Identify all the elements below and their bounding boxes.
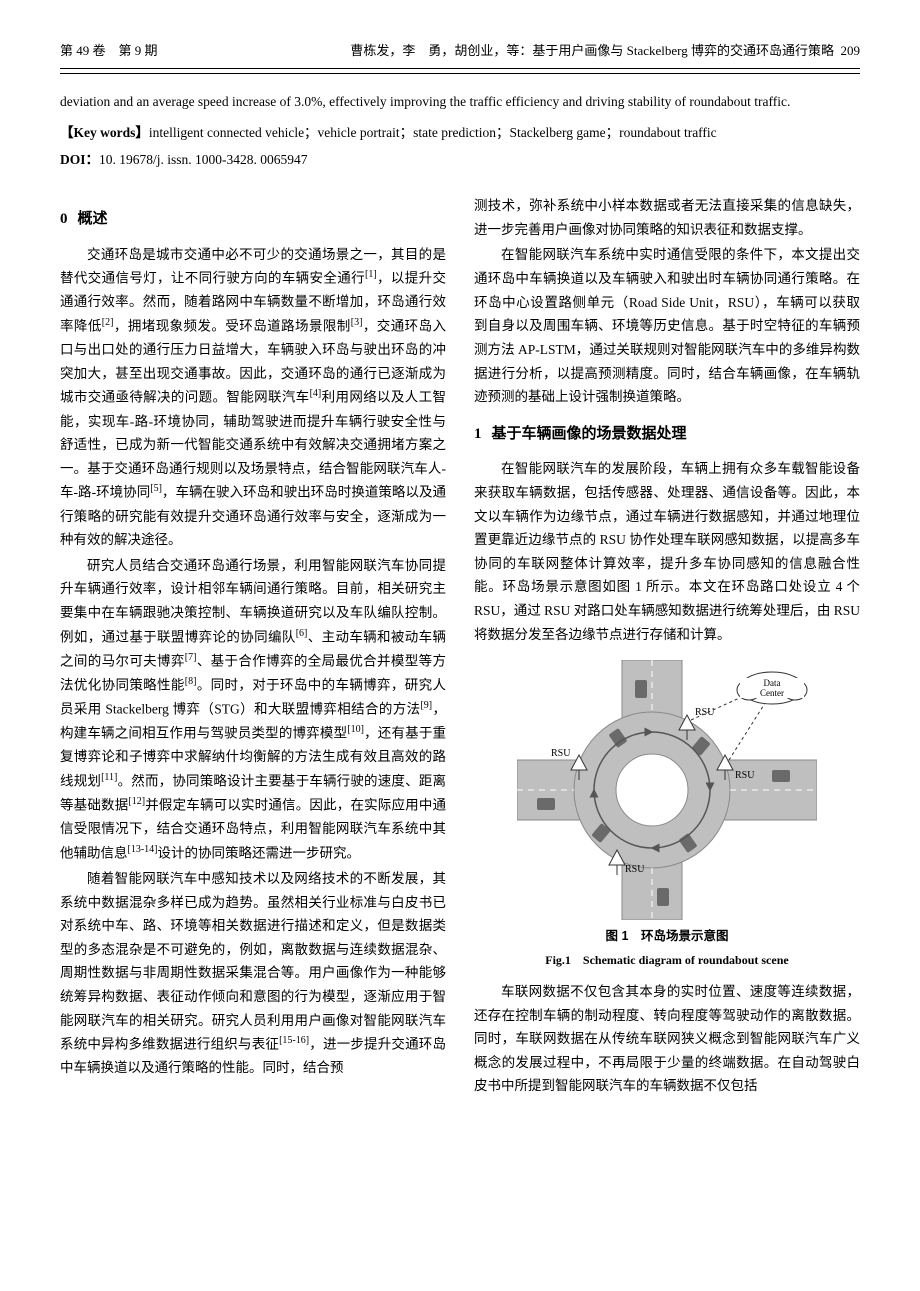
header-divider	[60, 73, 860, 74]
paragraph-1: 交通环岛是城市交通中必不可少的交通场景之一，其目的是替代交通信号灯，让不同行驶方…	[60, 243, 446, 552]
rsu-label-3: RSU	[625, 864, 645, 875]
page-header: 第 49 卷 第 9 期 曹栋发，李 勇，胡创业，等：基于用户画像与 Stack…	[60, 40, 860, 69]
paragraph-2: 研究人员结合交通环岛通行场景，利用智能网联汽车协同提升车辆通行效率，设计相邻车辆…	[60, 554, 446, 865]
paragraph-6: 在智能网联汽车的发展阶段，车辆上拥有众多车载智能设备来获取车辆数据，包括传感器、…	[474, 457, 860, 646]
data-center-cloud: Data Center	[737, 672, 807, 704]
figure-1: RSU RSU RSU RSU Data Center 图 1 环岛场景示意图	[474, 660, 860, 970]
rsu-label-4: RSU	[551, 748, 571, 759]
section-1-text: 基于车辆画像的场景数据处理	[492, 425, 687, 442]
doi-label: DOI：	[60, 152, 99, 167]
roundabout-diagram: RSU RSU RSU RSU Data Center	[517, 660, 817, 920]
paragraph-3: 随着智能网联汽车中感知技术以及网络技术的不断发展，其系统中数据混杂多样已成为趋势…	[60, 867, 446, 1080]
section-1-title: 1 基于车辆画像的场景数据处理	[474, 421, 860, 448]
paragraph-5: 在智能网联汽车系统中实时通信受限的条件下，本文提出交通环岛中车辆换道以及车辆驶入…	[474, 243, 860, 408]
svg-text:Center: Center	[760, 688, 784, 698]
section-0-num: 0	[60, 211, 68, 227]
doi-line: DOI：10. 19678/j. issn. 1000-3428. 006594…	[60, 149, 860, 172]
header-left: 第 49 卷 第 9 期	[60, 40, 158, 62]
section-1-num: 1	[474, 426, 482, 442]
keywords-label: 【Key words】	[60, 125, 149, 140]
page-number: 209	[841, 43, 861, 58]
rsu-label-2: RSU	[735, 770, 755, 781]
left-column: 0 概述 交通环岛是城市交通中必不可少的交通场景之一，其目的是替代交通信号灯，让不…	[60, 194, 446, 1100]
doi-value: 10. 19678/j. issn. 1000-3428. 0065947	[99, 152, 308, 167]
paragraph-4: 测技术，弥补系统中小样本数据或者无法直接采集的信息缺失，进一步完善用户画像对协同…	[474, 194, 860, 241]
figure-1-caption-en: Fig.1 Schematic diagram of roundabout sc…	[474, 950, 860, 970]
paragraph-7: 车联网数据不仅包含其本身的实时位置、速度等连续数据，还存在控制车辆的制动程度、转…	[474, 980, 860, 1098]
right-column: 测技术，弥补系统中小样本数据或者无法直接采集的信息缺失，进一步完善用户画像对协同…	[474, 194, 860, 1100]
figure-1-caption-cn: 图 1 环岛场景示意图	[474, 926, 860, 947]
abstract-english: deviation and an average speed increase …	[60, 92, 860, 112]
section-0-text: 概述	[78, 210, 108, 227]
two-column-layout: 0 概述 交通环岛是城市交通中必不可少的交通场景之一，其目的是替代交通信号灯，让不…	[60, 194, 860, 1100]
keywords-line: 【Key words】intelligent connected vehicle…	[60, 122, 860, 145]
header-center: 曹栋发，李 勇，胡创业，等：基于用户画像与 Stackelberg 博弈的交通环…	[350, 40, 860, 62]
keywords-text: intelligent connected vehicle；vehicle po…	[149, 125, 717, 140]
svg-text:Data: Data	[764, 678, 781, 688]
section-0-title: 0 概述	[60, 206, 446, 233]
